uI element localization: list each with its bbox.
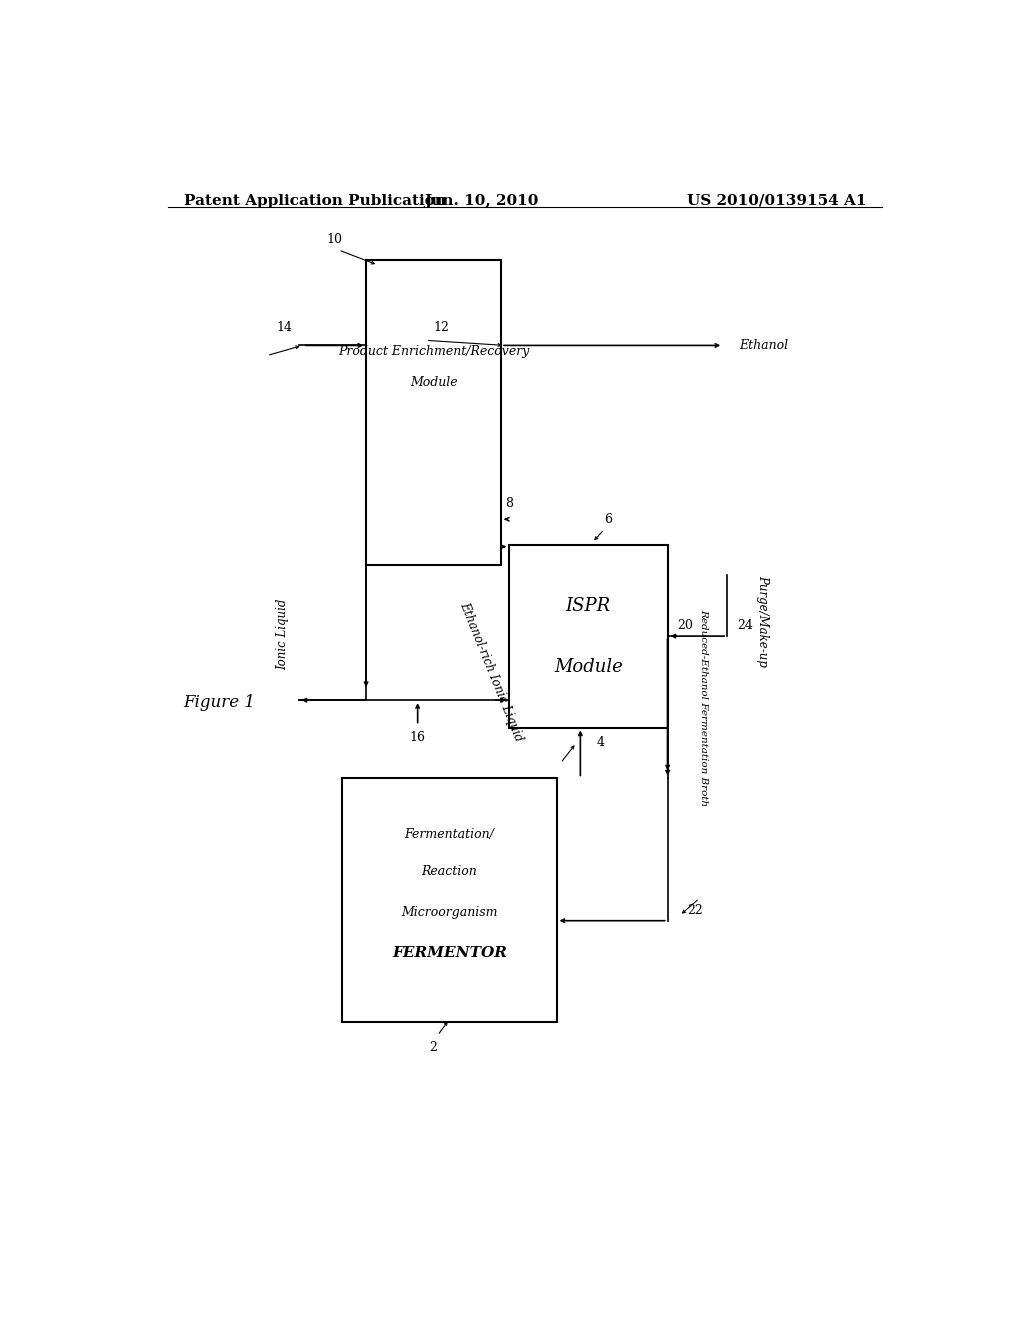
Text: 12: 12 xyxy=(433,321,450,334)
Text: 10: 10 xyxy=(327,234,342,247)
Text: Purge/Make-up: Purge/Make-up xyxy=(757,576,769,667)
Text: US 2010/0139154 A1: US 2010/0139154 A1 xyxy=(686,194,866,209)
Text: FERMENTOR: FERMENTOR xyxy=(392,946,507,960)
Text: Fermentation/: Fermentation/ xyxy=(404,828,495,841)
Text: 22: 22 xyxy=(687,904,703,917)
Text: 8: 8 xyxy=(505,498,513,511)
Text: 6: 6 xyxy=(604,512,612,525)
Text: 14: 14 xyxy=(276,321,292,334)
Text: Ethanol: Ethanol xyxy=(739,339,788,352)
Text: 4: 4 xyxy=(596,737,604,750)
Text: 16: 16 xyxy=(410,731,426,743)
Text: Ethanol-rich Ionic Liquid: Ethanol-rich Ionic Liquid xyxy=(458,601,525,743)
Bar xyxy=(342,779,557,1022)
Text: Reaction: Reaction xyxy=(422,866,477,878)
Text: Reduced-Ethanol Fermentation Broth: Reduced-Ethanol Fermentation Broth xyxy=(698,609,708,805)
Bar xyxy=(367,260,501,565)
Text: 20: 20 xyxy=(677,619,693,632)
Text: Patent Application Publication: Patent Application Publication xyxy=(183,194,445,209)
Text: 24: 24 xyxy=(736,619,753,632)
Text: 2: 2 xyxy=(430,1041,437,1055)
Text: Module: Module xyxy=(554,657,623,676)
Text: Microorganism: Microorganism xyxy=(401,906,498,919)
Text: ISPR: ISPR xyxy=(565,597,611,615)
Text: Product Enrichment/Recovery: Product Enrichment/Recovery xyxy=(338,345,529,358)
Text: Module: Module xyxy=(410,375,458,388)
Bar xyxy=(509,545,668,727)
Text: Figure 1: Figure 1 xyxy=(183,694,256,710)
Text: Ionic Liquid: Ionic Liquid xyxy=(276,598,289,669)
Text: Jun. 10, 2010: Jun. 10, 2010 xyxy=(424,194,539,209)
